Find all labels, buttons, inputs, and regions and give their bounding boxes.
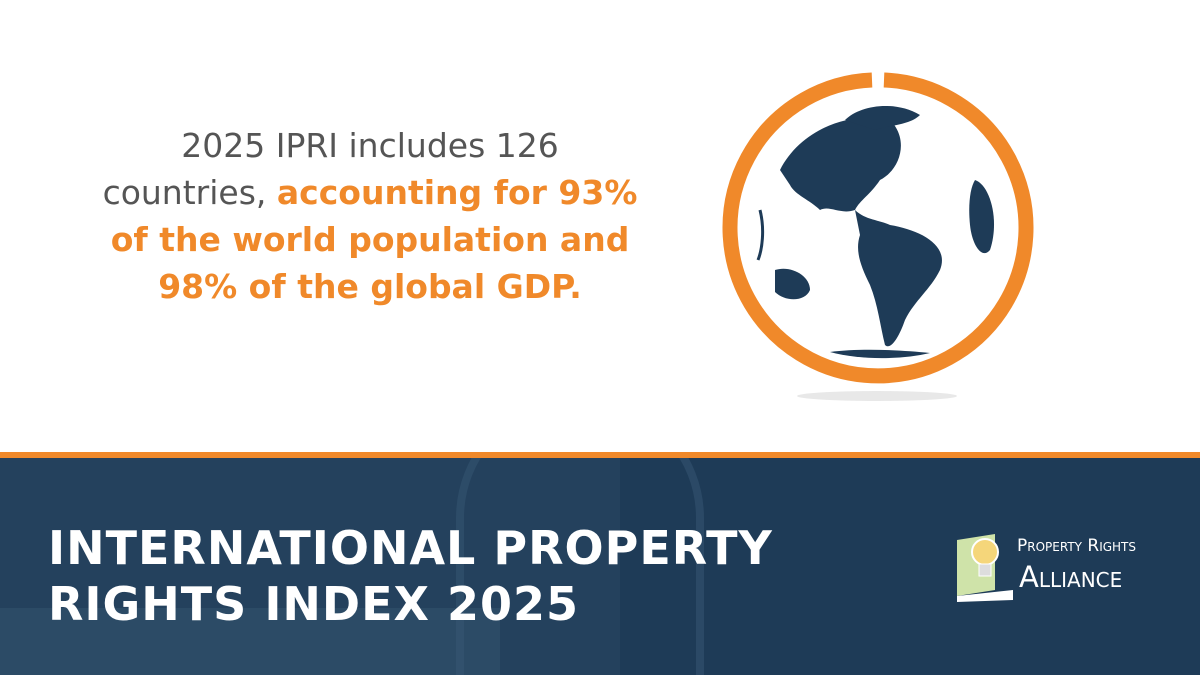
logo-line: Alliance — [1019, 560, 1123, 594]
logo-icon — [957, 534, 1013, 602]
banner-title: INTERNATIONAL PROPERTY RIGHTS INDEX 2025 — [48, 520, 773, 632]
banner: INTERNATIONAL PROPERTY RIGHTS INDEX 2025… — [0, 458, 1200, 675]
logo: Property Rights Alliance — [955, 530, 1155, 610]
globe-illustration — [722, 72, 1034, 401]
statement: 2025 IPRI includes 126 countries, accoun… — [100, 122, 640, 310]
statement-highlight: accounting for 93% of the world populati… — [110, 173, 638, 306]
top-panel: 2025 IPRI includes 126 countries, accoun… — [100, 72, 1034, 401]
orange-rule — [0, 452, 1200, 458]
statement-plain: 2025 IPRI includes 126 countries, — [102, 126, 559, 212]
building-background — [0, 458, 704, 675]
title-line: RIGHTS INDEX 2025 — [48, 577, 580, 631]
logo-line: Property Rights — [1017, 536, 1137, 556]
title-line: INTERNATIONAL PROPERTY — [48, 521, 773, 575]
